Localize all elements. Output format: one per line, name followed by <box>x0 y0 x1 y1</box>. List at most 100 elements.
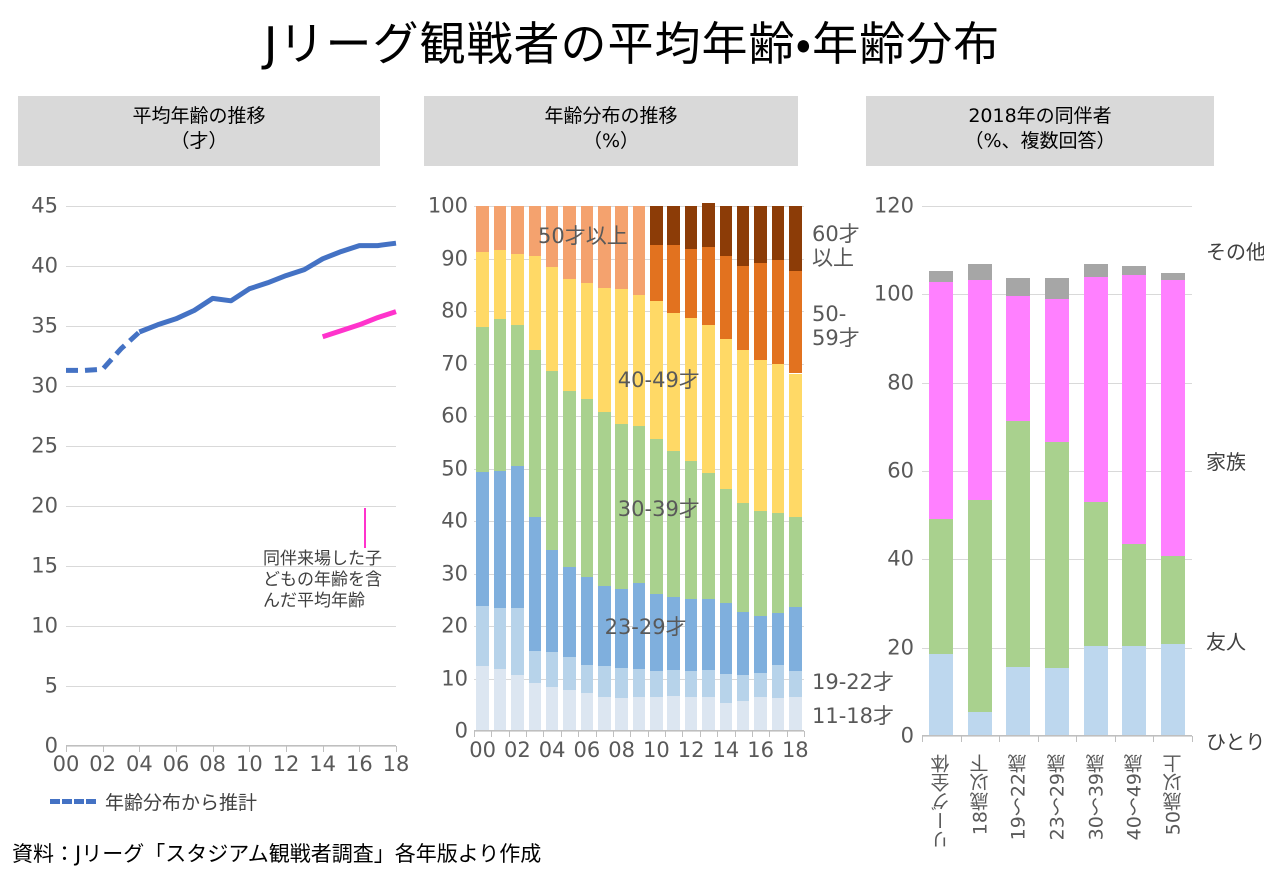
column-segment <box>615 423 628 589</box>
gridline <box>66 326 396 327</box>
x-axis-tickmark <box>769 731 771 737</box>
column-segment <box>598 697 611 731</box>
column-segment <box>545 686 559 731</box>
column-segment <box>493 669 507 731</box>
column-segment <box>1045 667 1069 736</box>
x-axis-tickmark <box>212 746 214 752</box>
column-segment <box>719 489 733 604</box>
column-segment <box>615 588 628 668</box>
x-axis-tick-label: 02 <box>504 738 531 762</box>
x-axis-tick-label: 08 <box>199 752 227 776</box>
column-segment <box>493 206 507 251</box>
x-axis-line <box>66 745 396 746</box>
x-axis-tickmark <box>526 731 528 737</box>
gridline <box>66 506 396 507</box>
x-axis-tickmark <box>396 746 397 752</box>
gridline <box>66 446 396 447</box>
column-segment <box>1045 441 1069 668</box>
column-segment <box>545 266 559 371</box>
column-segment <box>929 270 954 283</box>
column-segment <box>754 511 767 616</box>
stacked-column <box>615 206 628 731</box>
column-segment <box>563 279 576 391</box>
column-segment <box>545 651 559 687</box>
y-axis-tick-label: 80 <box>887 370 914 395</box>
stacked-column <box>719 206 733 731</box>
x-axis-line <box>922 735 1192 736</box>
column-segment <box>563 657 576 691</box>
y-axis-tick-label: 60 <box>887 458 914 483</box>
column-segment <box>1083 502 1108 646</box>
series-inline-label: 40-49才 <box>617 368 700 393</box>
stacked-column <box>563 206 576 731</box>
x-axis-line <box>474 730 804 731</box>
y-axis-tick-label: 30 <box>441 561 468 586</box>
column-segment <box>650 697 663 731</box>
x-axis-tickmark <box>359 746 361 752</box>
column-segment <box>632 425 646 583</box>
panel-header-companions: 2018年の同伴者 （%、複数回答） <box>866 96 1214 166</box>
y-axis-tick-label: 35 <box>31 313 58 338</box>
column-segment <box>615 697 628 731</box>
y-axis-tick-label: 70 <box>441 351 468 376</box>
column-segment <box>684 248 698 319</box>
column-segment <box>702 670 715 697</box>
line-average-age <box>138 240 397 335</box>
column-segment <box>650 670 663 698</box>
stacked-column <box>771 206 785 731</box>
column-segment <box>528 517 542 652</box>
column-segment <box>528 255 542 351</box>
column-segment <box>1006 277 1031 296</box>
column-segment <box>1160 644 1185 736</box>
y-axis-tick-label: 0 <box>900 723 914 748</box>
y-axis-tick-label: 80 <box>441 298 468 323</box>
y-axis-tick-label: 45 <box>31 193 58 218</box>
x-axis-tick-label: 00 <box>52 752 80 776</box>
y-axis-tick-label: 120 <box>873 193 914 218</box>
y-axis-tick-label: 25 <box>31 433 58 458</box>
x-axis-tick-label: 18 <box>781 738 809 762</box>
column-segment <box>967 711 992 736</box>
column-segment <box>598 287 611 413</box>
stacked-column <box>789 206 802 731</box>
column-segment <box>493 608 507 670</box>
column-segment <box>632 295 646 426</box>
column-segment <box>736 611 750 675</box>
page-title: Jリーグ観戦者の平均年齢・年齢分布 <box>263 17 1001 71</box>
column-segment <box>615 289 628 424</box>
x-axis-tick-label: 06 <box>573 738 601 762</box>
annotation-leader-line <box>364 508 366 548</box>
y-axis-tick-label: 5 <box>44 673 58 698</box>
column-segment <box>1083 263 1108 278</box>
line-dashed-estimated <box>66 330 142 373</box>
column-segment <box>754 697 767 731</box>
column-segment <box>1122 265 1147 276</box>
column-segment <box>736 350 750 503</box>
column-segment <box>771 612 785 666</box>
column-segment <box>789 696 802 731</box>
panel-header-line1: 2018年の同伴者 <box>968 105 1112 127</box>
column-segment <box>650 593 663 671</box>
gridline <box>66 746 396 747</box>
column-segment <box>929 518 954 655</box>
column-segment <box>1122 275 1147 545</box>
y-axis-tick-label: 100 <box>427 193 468 218</box>
y-axis-tick-label: 0 <box>44 733 58 758</box>
x-axis-tickmark <box>322 746 324 752</box>
stacked-column <box>667 206 680 731</box>
x-axis-tickmark <box>1114 736 1116 742</box>
x-axis-tick-label: 04 <box>538 738 566 762</box>
column-segment <box>563 206 576 279</box>
series-right-label: 11-18才 <box>812 704 895 728</box>
column-segment <box>754 615 767 674</box>
column-segment <box>789 607 802 671</box>
column-segment <box>667 450 680 597</box>
column-segment <box>684 598 698 672</box>
y-axis-tick-label: 60 <box>441 403 468 428</box>
column-segment <box>702 324 715 474</box>
x-axis-category-label: 19〜22歳 <box>1007 754 1030 841</box>
panel-header-average-age: 平均年齢の推移 （才） <box>18 96 380 166</box>
gridline <box>66 626 396 627</box>
x-axis-tick-label: 12 <box>272 752 300 776</box>
x-axis-tickmark <box>1076 736 1078 742</box>
